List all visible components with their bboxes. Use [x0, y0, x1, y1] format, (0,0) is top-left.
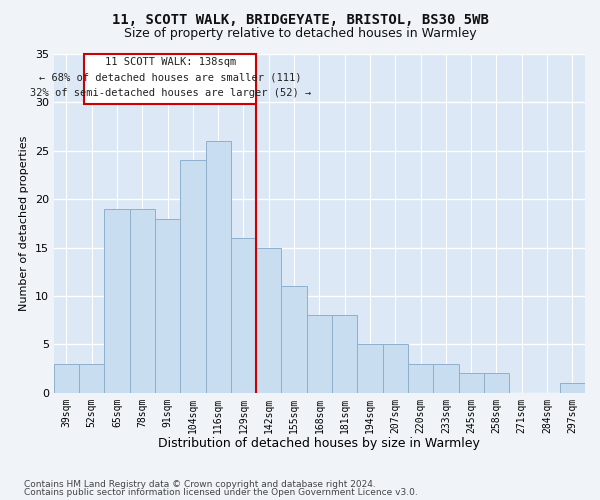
- Bar: [484, 374, 509, 392]
- Bar: [155, 218, 180, 392]
- Text: Contains HM Land Registry data © Crown copyright and database right 2024.: Contains HM Land Registry data © Crown c…: [24, 480, 376, 489]
- Bar: [54, 364, 79, 392]
- Bar: [281, 286, 307, 393]
- Bar: [231, 238, 256, 392]
- Bar: [79, 364, 104, 392]
- Bar: [332, 316, 358, 392]
- Text: 32% of semi-detached houses are larger (52) →: 32% of semi-detached houses are larger (…: [29, 88, 311, 98]
- Text: ← 68% of detached houses are smaller (111): ← 68% of detached houses are smaller (11…: [39, 72, 301, 82]
- Bar: [256, 248, 281, 392]
- Text: 11 SCOTT WALK: 138sqm: 11 SCOTT WALK: 138sqm: [104, 57, 236, 67]
- Text: Size of property relative to detached houses in Warmley: Size of property relative to detached ho…: [124, 28, 476, 40]
- Bar: [104, 209, 130, 392]
- Bar: [206, 141, 231, 393]
- Text: 11, SCOTT WALK, BRIDGEYATE, BRISTOL, BS30 5WB: 11, SCOTT WALK, BRIDGEYATE, BRISTOL, BS3…: [112, 12, 488, 26]
- Bar: [358, 344, 383, 393]
- Bar: [458, 374, 484, 392]
- Bar: [408, 364, 433, 392]
- Bar: [383, 344, 408, 393]
- Text: Contains public sector information licensed under the Open Government Licence v3: Contains public sector information licen…: [24, 488, 418, 497]
- X-axis label: Distribution of detached houses by size in Warmley: Distribution of detached houses by size …: [158, 437, 481, 450]
- Bar: [560, 383, 585, 392]
- Bar: [180, 160, 206, 392]
- FancyBboxPatch shape: [84, 54, 256, 104]
- Y-axis label: Number of detached properties: Number of detached properties: [19, 136, 29, 311]
- Bar: [130, 209, 155, 392]
- Bar: [307, 316, 332, 392]
- Bar: [433, 364, 458, 392]
